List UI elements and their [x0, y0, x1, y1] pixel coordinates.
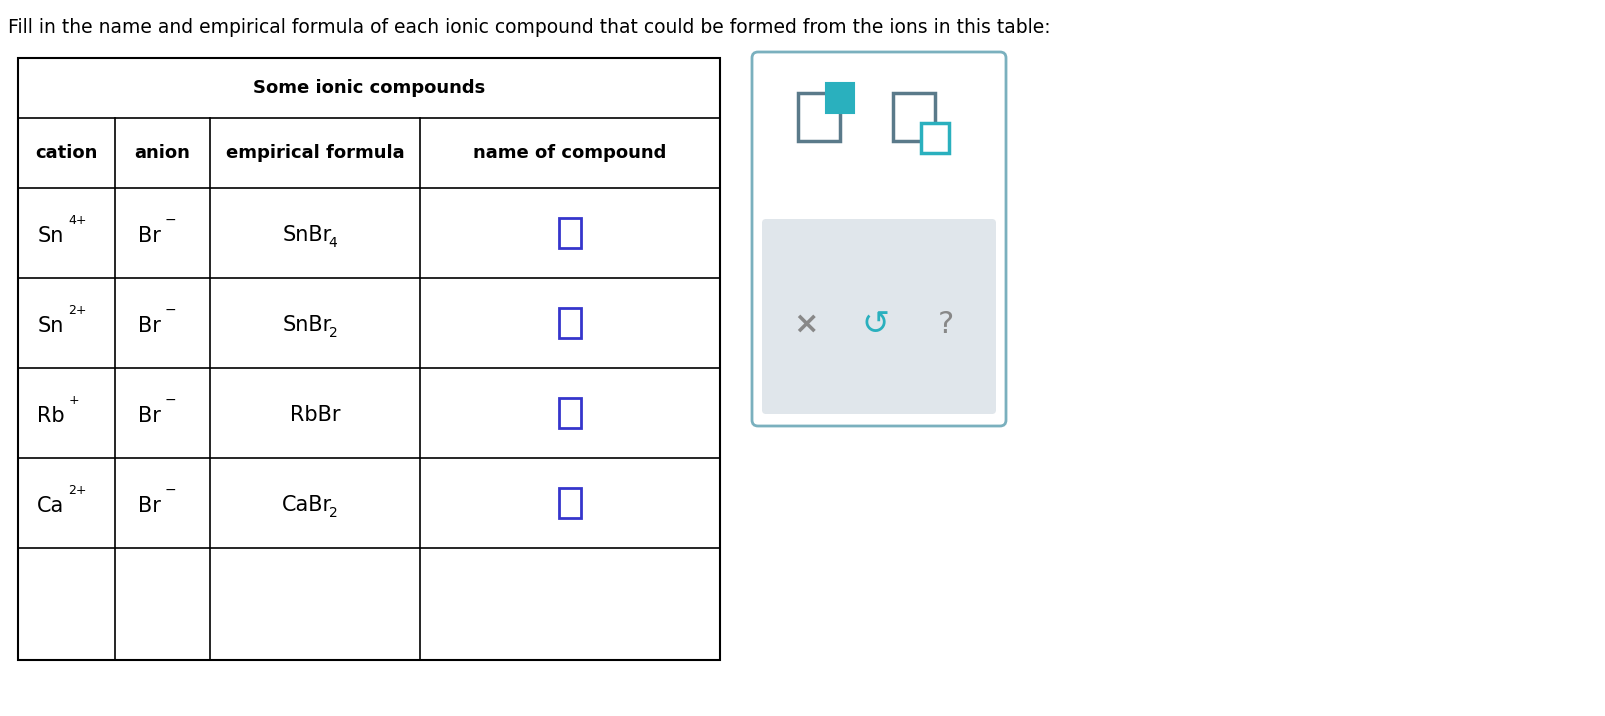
Text: ↺: ↺ [862, 308, 889, 341]
Text: 2+: 2+ [69, 483, 87, 496]
Text: −: − [164, 213, 177, 227]
Bar [559, 398, 581, 428]
Text: 4+: 4+ [69, 213, 87, 226]
Bar [18, 58, 719, 660]
Text: Sn: Sn [39, 226, 64, 246]
Bar [920, 123, 949, 153]
Text: Br: Br [138, 226, 161, 246]
Text: 4: 4 [329, 236, 337, 250]
Text: 2+: 2+ [69, 304, 87, 316]
Bar [825, 83, 854, 113]
Text: Br: Br [138, 406, 161, 426]
FancyBboxPatch shape [761, 219, 995, 414]
Text: Sn: Sn [39, 316, 64, 336]
Text: +: + [69, 394, 79, 407]
Text: Ca: Ca [37, 496, 64, 516]
Text: ×: × [793, 310, 819, 339]
Text: SnBr: SnBr [282, 225, 331, 245]
Bar [559, 218, 581, 248]
Bar [559, 488, 581, 518]
Text: Br: Br [138, 496, 161, 516]
Bar [892, 93, 934, 141]
Text: Rb: Rb [37, 406, 64, 426]
Text: anion: anion [135, 144, 191, 162]
Bar [559, 308, 581, 338]
Text: 2: 2 [329, 326, 337, 340]
Text: cation: cation [35, 144, 98, 162]
Text: −: − [164, 303, 177, 317]
Text: CaBr: CaBr [282, 495, 332, 515]
Text: name of compound: name of compound [473, 144, 666, 162]
Text: Fill in the name and empirical formula of each ionic compound that could be form: Fill in the name and empirical formula o… [8, 18, 1050, 37]
Text: −: − [164, 393, 177, 407]
Text: RbBr: RbBr [289, 405, 340, 425]
Text: −: − [164, 483, 177, 497]
Text: empirical formula: empirical formula [226, 144, 404, 162]
Bar [798, 93, 839, 141]
Text: Br: Br [138, 316, 161, 336]
FancyBboxPatch shape [751, 52, 1005, 426]
Text: 2: 2 [329, 506, 337, 520]
Text: SnBr: SnBr [282, 315, 331, 335]
Text: ?: ? [937, 310, 953, 339]
Text: Some ionic compounds: Some ionic compounds [252, 79, 485, 97]
